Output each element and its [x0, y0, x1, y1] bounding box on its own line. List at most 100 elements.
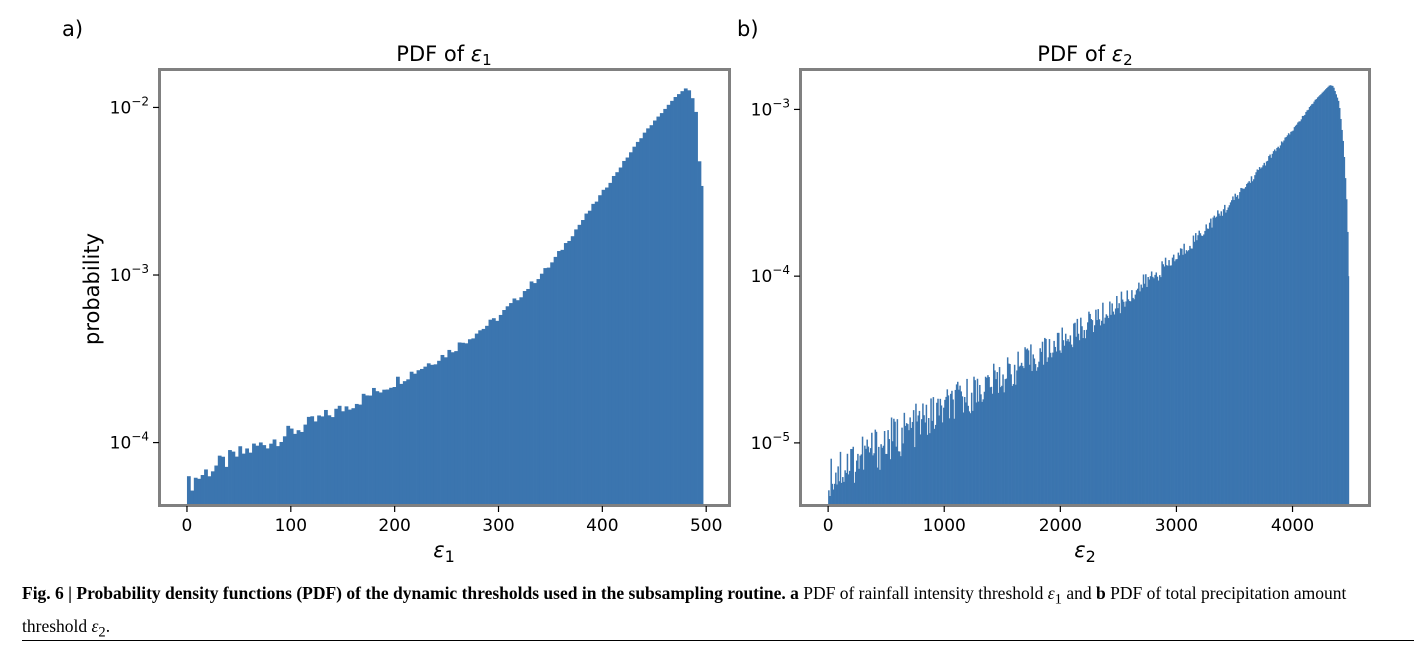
- histogram-bar: [1084, 338, 1087, 504]
- histogram-bar: [1256, 169, 1259, 505]
- histogram-bar: [368, 395, 373, 504]
- histogram-bar: [961, 396, 964, 504]
- histogram-bar: [594, 201, 599, 505]
- histogram-bar: [1198, 230, 1200, 504]
- histogram-bar: [1266, 160, 1269, 504]
- histogram-bar: [1126, 290, 1129, 504]
- histogram-bar: [830, 458, 832, 504]
- caption-sub-2: 2: [98, 624, 106, 640]
- histogram-bar: [883, 431, 886, 504]
- histogram-bar: [1081, 326, 1083, 504]
- x-axis-label-a: ε1: [433, 538, 455, 566]
- panel-a-title: PDF of ε1: [396, 42, 491, 69]
- histogram-bar: [1233, 200, 1235, 504]
- histogram-bar: [1042, 364, 1045, 504]
- histogram-bar: [943, 407, 945, 504]
- histogram-bar: [905, 423, 908, 504]
- histogram-bar: [1022, 366, 1024, 504]
- histogram-bar: [536, 279, 541, 504]
- histogram-bar: [1312, 103, 1314, 504]
- histogram-bar: [344, 406, 349, 504]
- histogram-bar: [1160, 277, 1162, 504]
- histogram-bar: [1200, 235, 1203, 504]
- histogram-bar: [694, 111, 698, 505]
- histogram-bar: [557, 251, 561, 504]
- histogram-bar: [1116, 295, 1118, 504]
- histogram-bar: [1322, 91, 1325, 504]
- histogram-bar: [1078, 340, 1081, 504]
- histogram-bar: [954, 389, 957, 504]
- histogram-bar: [241, 453, 246, 504]
- histogram-bar: [399, 383, 404, 504]
- histogram-bar: [320, 416, 325, 504]
- histogram-bar: [1159, 275, 1161, 504]
- histogram-bar: [1003, 392, 1005, 504]
- histogram-bar: [265, 448, 270, 504]
- caption-sub-1: 1: [1054, 591, 1062, 608]
- histogram-bar: [279, 441, 284, 504]
- histogram-bar: [1345, 199, 1348, 505]
- histogram-bar: [409, 371, 414, 504]
- histogram-bar: [372, 387, 376, 504]
- histogram-bar: [891, 441, 894, 504]
- histogram-bar: [1058, 332, 1060, 504]
- histogram-bar: [553, 256, 558, 504]
- histogram-bar: [1032, 354, 1034, 504]
- histogram-bar: [1344, 178, 1347, 505]
- histogram-bar: [986, 377, 988, 504]
- histogram-bar: [1103, 323, 1105, 504]
- histogram-bar: [1193, 241, 1196, 505]
- y-axis-label-a: probability: [80, 233, 104, 345]
- histogram-bar: [1008, 363, 1010, 504]
- histogram-bar: [683, 88, 688, 504]
- histogram-bar: [1040, 351, 1043, 504]
- histogram-bar: [1118, 303, 1120, 504]
- histogram-bar: [895, 446, 897, 504]
- histogram-bar: [1010, 374, 1012, 504]
- histogram-bar: [850, 449, 852, 504]
- histogram-bar: [337, 405, 342, 504]
- histogram-bar: [502, 310, 507, 504]
- histogram-bar: [1085, 329, 1088, 504]
- histogram-bar: [262, 445, 267, 504]
- histogram-bar: [957, 381, 959, 504]
- histogram-bar: [924, 422, 926, 504]
- histogram-bar: [842, 477, 844, 504]
- histogram-bar: [1293, 127, 1296, 505]
- histogram-bar: [378, 392, 383, 504]
- histogram-bar: [1300, 119, 1303, 504]
- histogram-bar: [231, 451, 236, 504]
- histogram-bar: [1196, 240, 1198, 504]
- histogram-bar: [505, 306, 510, 504]
- histogram-bar: [872, 455, 874, 504]
- histogram-bar: [1106, 315, 1109, 504]
- histogram-bar: [840, 482, 843, 504]
- histogram-bar: [526, 288, 531, 504]
- histogram-bar: [934, 424, 937, 504]
- histogram-bar: [1314, 99, 1317, 504]
- histogram-bar: [1228, 205, 1231, 504]
- histogram-bar: [947, 395, 950, 504]
- x-tick-label: 1000: [923, 516, 966, 536]
- histogram-bar: [402, 381, 407, 504]
- histogram-bar: [1236, 195, 1239, 504]
- histogram-bar: [1306, 110, 1308, 504]
- histogram-bar: [926, 434, 929, 504]
- histogram-bar: [1332, 85, 1334, 505]
- histogram-bar: [587, 210, 592, 504]
- x-tick-label: 0: [182, 516, 193, 536]
- histogram-bar: [881, 447, 884, 504]
- histogram-bar: [1141, 287, 1144, 504]
- histogram-bar: [1299, 121, 1302, 504]
- histogram-bar: [860, 454, 863, 504]
- histogram-bar: [406, 379, 411, 504]
- panel-a-letter: a): [62, 17, 83, 41]
- figure-caption: Fig. 6 | Probability density functions (…: [22, 580, 1412, 645]
- x-tick-label: 2000: [1039, 516, 1082, 536]
- histogram-bar: [835, 472, 837, 504]
- histogram-bar: [1121, 299, 1124, 504]
- histogram-bar: [382, 389, 387, 504]
- histogram-bar: [1197, 235, 1199, 505]
- histogram-bar: [419, 368, 424, 504]
- histogram-bar: [1006, 357, 1009, 504]
